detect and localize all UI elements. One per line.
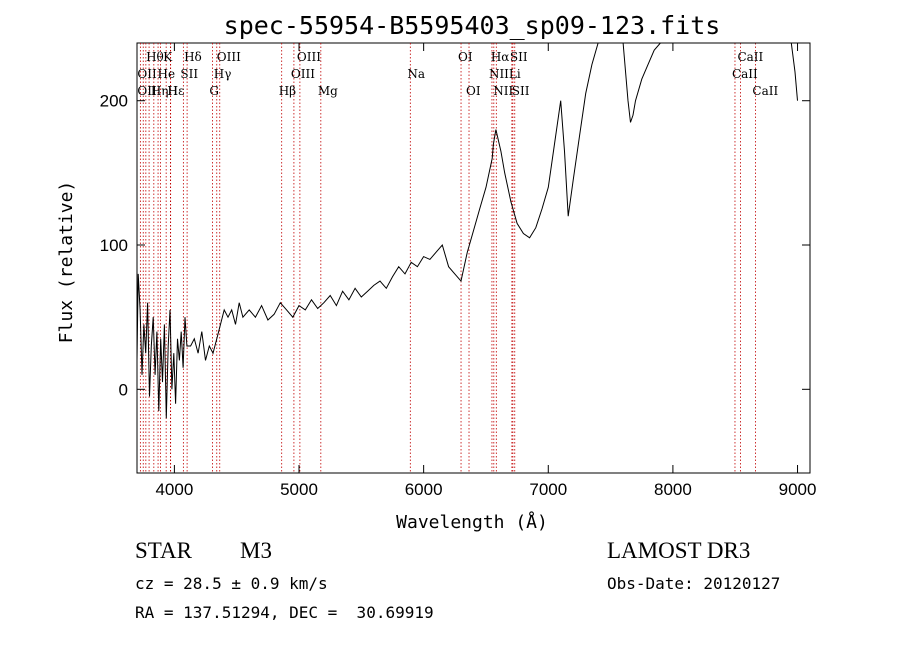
line-label-16: Li	[509, 67, 521, 81]
line-label-19: Hε	[168, 84, 185, 98]
x-tick-label-5: 9000	[779, 480, 817, 499]
line-label-13: OIII	[291, 67, 315, 81]
object-class: STAR	[135, 538, 192, 563]
line-label-3: OIII	[217, 50, 241, 64]
x-tick-label-3: 7000	[529, 480, 567, 499]
spectrum-line	[136, 42, 798, 419]
line-label-9: OII	[137, 67, 157, 81]
ra-dec: RA = 137.51294, DEC = 30.69919	[135, 603, 434, 622]
line-label-22: G	[209, 84, 219, 98]
line-label-1: K	[163, 50, 173, 64]
line-label-25: OI	[466, 84, 481, 98]
x-tick-label-4: 8000	[654, 480, 692, 499]
plot-frame	[136, 42, 811, 474]
line-label-6: Hα	[491, 50, 510, 64]
line-label-12: Hγ	[214, 67, 232, 81]
axis-ticks: 4000 5000 6000 7000 8000 9000 0 100 200	[100, 43, 817, 499]
line-label-14: Na	[407, 67, 425, 81]
line-label-27: SII	[512, 84, 530, 98]
line-label-2: Hδ	[184, 50, 202, 64]
object-subclass: M3	[240, 538, 272, 563]
line-label-8: CaII	[737, 50, 763, 64]
y-axis-label: Flux (relative)	[56, 181, 77, 344]
redshift-cz: cz = 28.5 ± 0.9 km/s	[135, 574, 328, 593]
y-tick-label-0: 0	[119, 380, 128, 399]
x-axis-label: Wavelength (Å)	[396, 511, 548, 533]
y-tick-label-1: 100	[100, 236, 128, 255]
survey-name: LAMOST DR3	[607, 538, 751, 563]
x-tick-label-1: 5000	[280, 480, 318, 499]
obs-date: Obs-Date: 20120127	[607, 574, 781, 593]
line-label-4: OIII	[297, 50, 321, 64]
chart-title: spec-55954-B5595403_sp09-123.fits	[224, 11, 721, 40]
line-label-11: SII	[180, 67, 198, 81]
line-label-17: CaII	[732, 67, 758, 81]
line-label-21: H	[167, 84, 177, 98]
y-tick-label-2: 200	[100, 92, 128, 111]
line-label-7: SII	[510, 50, 528, 64]
x-tick-label-0: 4000	[155, 480, 193, 499]
line-label-26: NII	[493, 84, 513, 98]
line-label-15: NII	[489, 67, 509, 81]
line-label-23: Hβ	[279, 84, 296, 98]
line-label-5: OI	[458, 50, 473, 64]
line-label-18: OII	[137, 84, 157, 98]
line-label-20: Hη	[151, 84, 169, 98]
line-label-24: Mg	[318, 84, 338, 98]
line-label-10: He	[158, 67, 176, 81]
line-label-28: CaII	[752, 84, 778, 98]
x-tick-label-2: 6000	[405, 480, 443, 499]
line-label-0: Hθ	[146, 50, 164, 64]
